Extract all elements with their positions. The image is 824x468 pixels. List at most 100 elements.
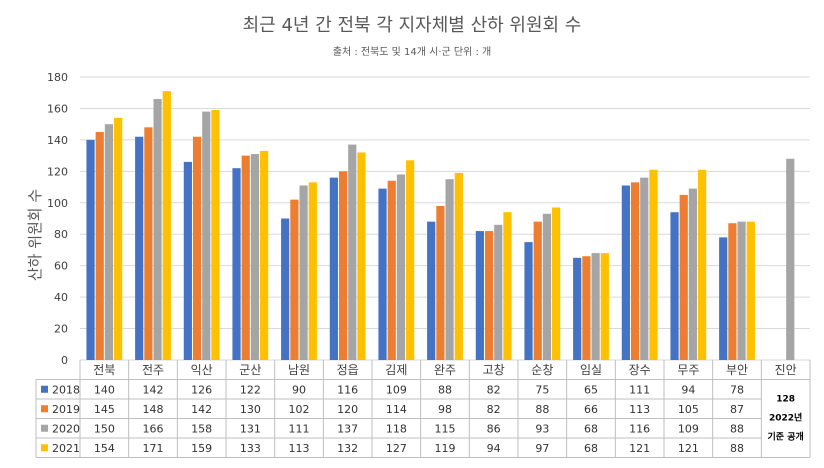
bar — [494, 224, 503, 360]
bar — [153, 99, 162, 360]
data-label: 75 — [535, 384, 549, 397]
data-label: 137 — [337, 423, 358, 436]
data-label: 133 — [240, 442, 261, 455]
bar — [670, 212, 679, 360]
data-label: 88 — [730, 423, 744, 436]
data-label: 109 — [678, 423, 699, 436]
data-label: 90 — [292, 384, 306, 397]
data-label: 131 — [240, 423, 261, 436]
bar — [484, 231, 494, 360]
data-label: 140 — [94, 384, 115, 397]
bar — [475, 231, 484, 360]
data-label: 94 — [681, 384, 695, 397]
category-label: 부안 — [726, 363, 748, 377]
y-tick-label: 120 — [47, 165, 68, 178]
data-label: 127 — [386, 442, 407, 455]
bar — [135, 136, 144, 360]
data-label: 120 — [337, 403, 358, 416]
bar — [211, 110, 220, 361]
bar — [357, 152, 366, 360]
category-label: 임실 — [580, 363, 602, 377]
bar — [688, 188, 698, 360]
bar — [260, 150, 269, 360]
bar — [396, 174, 406, 360]
data-label: 111 — [289, 423, 310, 436]
bar — [95, 132, 104, 360]
data-label: 105 — [678, 403, 699, 416]
data-label: 145 — [94, 403, 115, 416]
data-label: 102 — [289, 403, 310, 416]
annotation-line1: 2022년 — [769, 412, 802, 424]
bar — [542, 213, 552, 360]
legend-entry: 2020 — [52, 423, 80, 436]
bar — [329, 177, 338, 360]
bar — [746, 221, 755, 360]
category-label: 완주 — [434, 363, 456, 377]
bar — [582, 256, 591, 360]
data-label: 82 — [487, 403, 501, 416]
bar — [737, 221, 746, 360]
bar — [503, 212, 512, 360]
data-label: 115 — [435, 423, 456, 436]
annotation-line2: 기준 공개 — [768, 431, 804, 443]
bar — [162, 91, 171, 361]
bar — [104, 124, 114, 361]
legend-entry: 2021 — [52, 442, 80, 455]
bar — [192, 136, 202, 360]
bar — [524, 242, 533, 360]
bar — [348, 144, 357, 360]
data-label: 121 — [629, 442, 650, 455]
data-label: 116 — [629, 423, 650, 436]
legend-swatch — [41, 444, 48, 452]
data-label: 111 — [629, 384, 650, 397]
data-label: 87 — [730, 403, 744, 416]
category-label: 전북 — [93, 363, 115, 377]
bar — [281, 218, 290, 360]
data-label: 86 — [487, 423, 501, 436]
data-label: 159 — [191, 442, 212, 455]
y-tick-label: 100 — [47, 197, 68, 210]
bar — [406, 160, 415, 360]
legend-swatch — [41, 424, 48, 432]
y-tick-label: 0 — [61, 354, 68, 367]
bar — [308, 182, 317, 360]
data-label: 122 — [240, 384, 261, 397]
bar — [533, 221, 542, 360]
bar — [786, 158, 795, 360]
legend-swatch — [41, 405, 48, 413]
bar — [719, 237, 728, 360]
bar — [241, 155, 250, 360]
data-label: 171 — [143, 442, 164, 455]
data-label: 150 — [94, 423, 115, 436]
bar — [600, 253, 609, 360]
bar — [630, 182, 640, 360]
y-tick-label: 40 — [54, 291, 68, 304]
bar — [202, 111, 211, 360]
bar — [445, 179, 454, 360]
legend-entry: 2018 — [52, 384, 80, 397]
data-label: 158 — [191, 423, 212, 436]
legend-swatch — [41, 385, 48, 393]
bar — [250, 154, 260, 360]
data-label: 97 — [535, 442, 549, 455]
bar — [114, 117, 123, 360]
bar — [436, 205, 445, 360]
data-label: 116 — [337, 384, 358, 397]
bar — [86, 139, 95, 360]
bars — [86, 91, 795, 361]
gridlines — [80, 76, 810, 361]
y-tick-label: 180 — [47, 71, 68, 84]
category-label: 순창 — [531, 363, 553, 377]
bar — [728, 223, 737, 360]
data-label: 154 — [94, 442, 115, 455]
bar — [649, 169, 658, 360]
bar — [299, 185, 308, 360]
category-label: 진안 — [775, 363, 797, 377]
category-label: 정읍 — [337, 363, 359, 377]
data-label: 119 — [435, 442, 456, 455]
bar — [640, 177, 649, 360]
data-label: 130 — [240, 403, 261, 416]
category-label: 익산 — [191, 363, 213, 377]
bar — [427, 221, 436, 360]
